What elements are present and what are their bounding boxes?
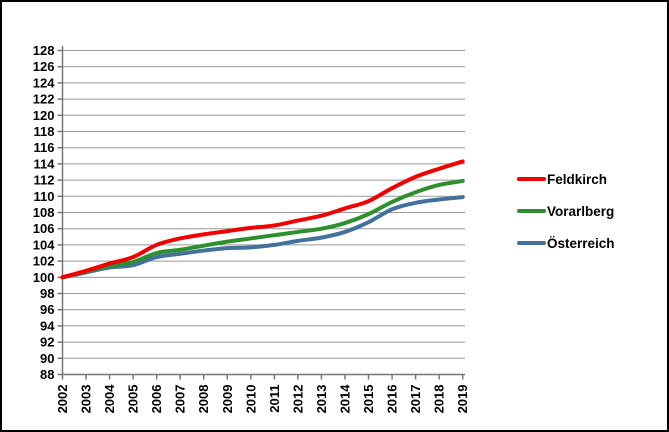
series-line-feldkirch [60, 159, 465, 280]
y-tick-label: 96 [40, 302, 54, 317]
gridlines [62, 50, 465, 359]
x-tick-label: 2008 [196, 385, 211, 414]
x-tick-label: 2011 [267, 385, 282, 413]
x-tick-label: 2019 [455, 385, 470, 414]
y-tick-label: 124 [33, 75, 55, 90]
series-line-vorarlberg [60, 178, 465, 280]
x-tick-label: 2004 [102, 384, 117, 414]
y-tick-label: 100 [33, 270, 55, 285]
legend-label-feldkirch: Feldkirch [547, 171, 608, 187]
oesterreich-line-swatch [517, 241, 546, 245]
x-tick-label: 2010 [243, 385, 258, 414]
legend: Feldkirch Vorarlberg Österreich [517, 172, 615, 268]
x-tick-label: 2002 [55, 385, 70, 414]
y-tick-label: 112 [34, 173, 55, 188]
y-tick-label: 94 [40, 318, 55, 333]
axis-labels: 8890929496981001021041061081101121141161… [33, 43, 470, 413]
x-tick-label: 2016 [385, 385, 400, 414]
y-tick-label: 88 [40, 367, 54, 382]
legend-label-vorarlberg: Vorarlberg [547, 203, 615, 219]
y-tick-label: 116 [34, 140, 55, 155]
x-tick-label: 2015 [361, 385, 376, 414]
x-tick-label: 2007 [173, 385, 188, 414]
feldkirch-line-swatch [517, 177, 546, 181]
x-tick-label: 2006 [149, 385, 164, 414]
y-tick-label: 102 [33, 254, 55, 269]
x-tick-label: 2014 [337, 384, 352, 414]
x-tick-label: 2009 [220, 385, 235, 414]
legend-item-vorarlberg: Vorarlberg [517, 203, 615, 219]
y-tick-label: 108 [33, 205, 55, 220]
x-tick-label: 2003 [79, 385, 94, 414]
legend-item-oesterreich: Österreich [517, 235, 615, 251]
y-tick-label: 118 [34, 124, 55, 139]
x-tick-label: 2017 [408, 385, 423, 414]
series-line-sterreich [60, 195, 465, 280]
legend-label-oesterreich: Österreich [547, 235, 615, 251]
legend-item-feldkirch: Feldkirch [517, 171, 615, 187]
y-tick-label: 126 [33, 59, 55, 74]
y-tick-label: 122 [33, 92, 55, 107]
x-tick-label: 2018 [432, 385, 447, 414]
y-tick-label: 120 [33, 108, 55, 123]
y-tick-label: 98 [40, 286, 54, 301]
y-tick-label: 114 [34, 156, 56, 171]
y-tick-label: 110 [34, 189, 55, 204]
y-tick-label: 90 [40, 351, 54, 366]
y-tick-label: 106 [33, 221, 55, 236]
y-tick-label: 104 [33, 237, 55, 252]
vorarlberg-line-swatch [517, 209, 546, 213]
x-tick-label: 2013 [314, 385, 329, 414]
y-tick-label: 128 [33, 43, 55, 58]
x-tick-label: 2005 [126, 385, 141, 414]
y-tick-label: 92 [40, 335, 54, 350]
x-tick-label: 2012 [290, 385, 305, 414]
axis-ticks [57, 49, 464, 380]
